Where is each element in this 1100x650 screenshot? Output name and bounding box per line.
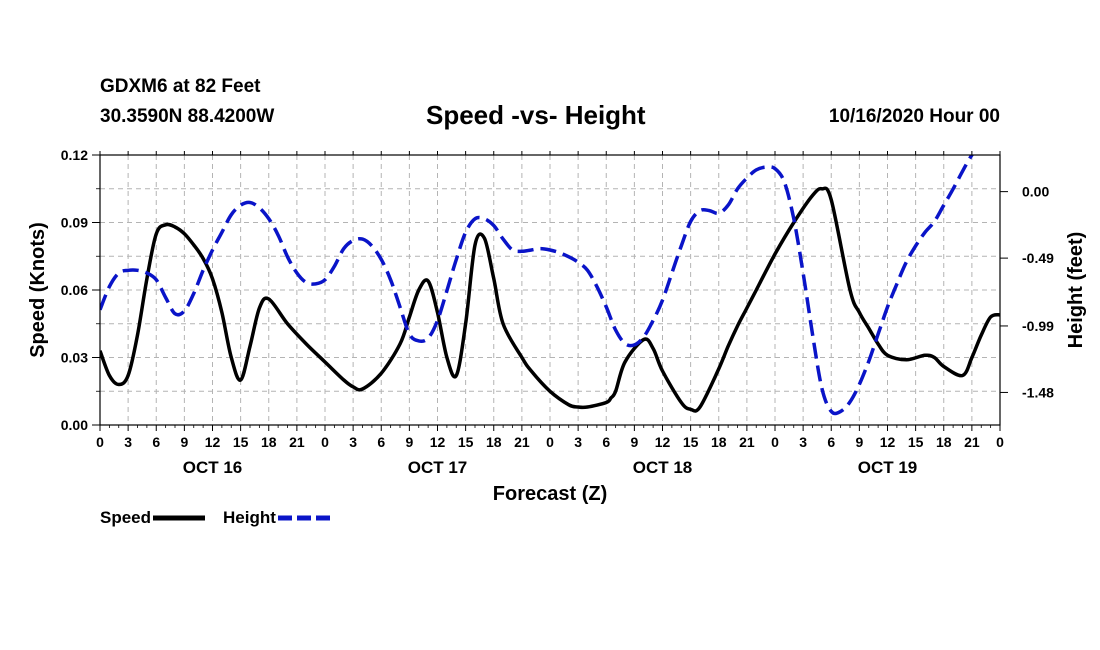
x-tick-label: 21 <box>739 434 755 450</box>
series-layer <box>100 155 1000 416</box>
x-tick-label: 6 <box>827 434 835 450</box>
grid-lines <box>100 155 1000 425</box>
x-tick-label: 6 <box>377 434 385 450</box>
x-tick-label: 9 <box>855 434 863 450</box>
x-tick-label: 12 <box>205 434 221 450</box>
x-tick-label: 9 <box>630 434 638 450</box>
x-tick-label: 6 <box>602 434 610 450</box>
x-tick-label: 15 <box>233 434 249 450</box>
x-tick-label: 18 <box>711 434 727 450</box>
x-tick-label: 3 <box>799 434 807 450</box>
chart-title: Speed -vs- Height <box>426 100 646 130</box>
x-tick-label: 0 <box>771 434 779 450</box>
legend-label-speed: Speed <box>100 508 152 527</box>
axis-ticks <box>92 151 1008 431</box>
legend-swatch-speed <box>153 515 206 521</box>
x-tick-label: 18 <box>486 434 502 450</box>
day-label: OCT 19 <box>858 458 918 477</box>
x-tick-label: 21 <box>289 434 305 450</box>
station-label: GDXM6 at 82 Feet <box>100 76 261 97</box>
y2-tick-label: -0.49 <box>1022 250 1054 266</box>
x-tick-label: 15 <box>458 434 474 450</box>
y-tick-label: 0.12 <box>61 147 88 163</box>
x-tick-label: 21 <box>514 434 530 450</box>
x-tick-label: 9 <box>180 434 188 450</box>
y2-axis-title: Height (feet) <box>1065 232 1087 349</box>
y2-tick-label: 0.00 <box>1022 184 1049 200</box>
x-tick-label: 9 <box>405 434 413 450</box>
x-tick-label: 12 <box>880 434 896 450</box>
x-tick-label: 12 <box>655 434 671 450</box>
y2-tick-label: -1.48 <box>1022 384 1054 400</box>
x-tick-label: 15 <box>683 434 699 450</box>
legend-item-speed: Speed <box>100 508 206 528</box>
x-tick-label: 0 <box>321 434 329 450</box>
forecast-datetime: 10/16/2020 Hour 00 <box>828 106 1000 127</box>
x-tick-label: 15 <box>908 434 924 450</box>
x-tick-label: 0 <box>96 434 104 450</box>
coordinates-label: 30.3590N 88.4200W <box>100 106 275 127</box>
x-tick-label: 6 <box>152 434 160 450</box>
x-tick-label: 18 <box>936 434 952 450</box>
legend-item-height: Height <box>223 508 330 528</box>
legend-label-height: Height <box>223 508 276 527</box>
y2-tick-label: -0.99 <box>1022 318 1054 334</box>
y-tick-label: 0.00 <box>61 417 88 433</box>
x-tick-label: 3 <box>574 434 582 450</box>
legend: Speed Height <box>100 508 348 528</box>
day-label: OCT 16 <box>183 458 243 477</box>
axis-labels: 0 3 6 9 12 15 18 21 0 3 6 9 12 15 18 21 0 3 6 9 12 15 18 21 0 3 6 9… <box>27 147 1087 505</box>
series-line-height <box>100 155 975 416</box>
series-line-speed <box>100 186 1000 413</box>
day-label: OCT 17 <box>408 458 468 477</box>
x-tick-label: 0 <box>546 434 554 450</box>
y-axis-title: Speed (Knots) <box>27 222 49 358</box>
x-tick-label: 0 <box>996 434 1004 450</box>
x-tick-label: 3 <box>124 434 132 450</box>
x-axis-title: Forecast (Z) <box>493 483 607 505</box>
day-label: OCT 18 <box>633 458 693 477</box>
y-tick-label: 0.03 <box>61 350 88 366</box>
x-tick-label: 12 <box>430 434 446 450</box>
x-tick-label: 3 <box>349 434 357 450</box>
x-tick-label: 21 <box>964 434 980 450</box>
x-tick-label: 18 <box>261 434 277 450</box>
y-tick-label: 0.06 <box>61 282 88 298</box>
legend-swatch-height <box>277 515 330 521</box>
y-tick-label: 0.09 <box>61 215 88 231</box>
